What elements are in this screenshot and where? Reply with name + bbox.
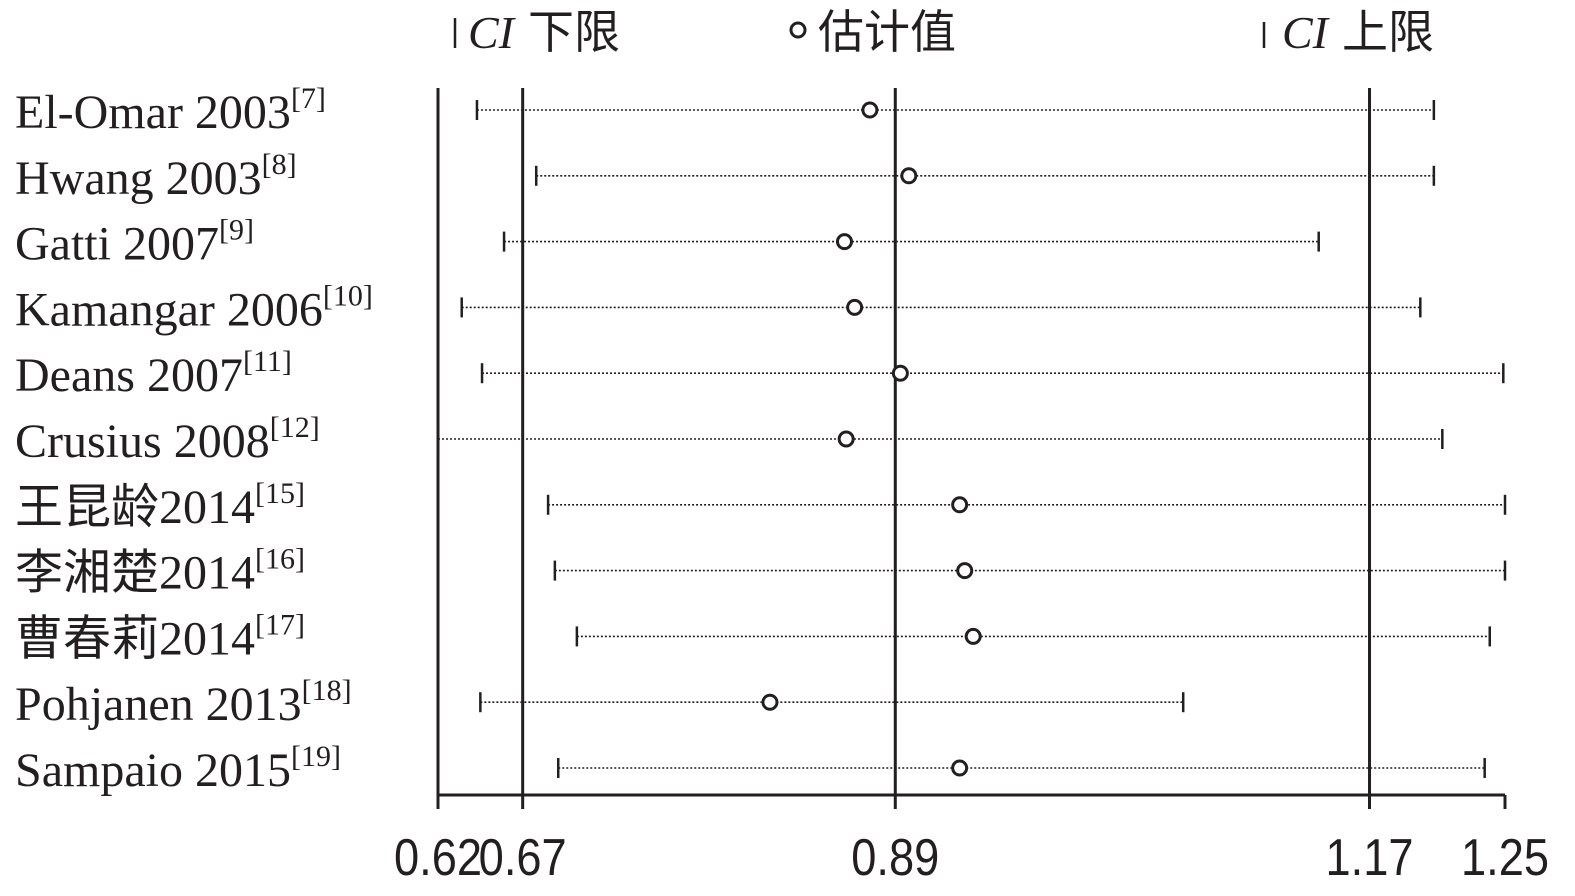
study-name: Sampaio 2015 [15, 744, 291, 797]
study-reference: [11] [243, 345, 292, 378]
study-row: Deans 2007[11] [15, 345, 1505, 402]
estimate-marker [956, 562, 974, 580]
study-rows: El-Omar 2003[7]Hwang 2003[8]Gatti 2007[9… [15, 82, 1507, 797]
study-name: El-Omar 2003 [15, 86, 291, 139]
x-tick-label-1: 0.67 [479, 829, 567, 887]
study-reference: [9] [219, 214, 254, 247]
study-reference: [10] [323, 279, 373, 312]
study-reference: [17] [255, 608, 305, 641]
study-row: Crusius 2008[12] [15, 411, 1444, 468]
estimate-marker [891, 364, 909, 382]
study-row: 李湘楚2014[16] [15, 543, 1507, 600]
study-name: Kamangar 2006 [15, 283, 323, 336]
estimate-marker [837, 430, 855, 448]
legend-ci-lower-text: 下限 [528, 7, 620, 58]
study-row: Hwang 2003[8] [15, 148, 1436, 205]
study-name: 曹春莉2014 [15, 612, 255, 665]
study-label: Kamangar 2006[10] [15, 279, 373, 336]
legend-ci-upper-text: 上限 [1342, 7, 1434, 58]
study-name: 李湘楚2014 [15, 547, 255, 600]
study-name: 王昆龄2014 [15, 481, 255, 534]
legend-ci-lower-italic: CI [468, 7, 517, 58]
study-name: Gatti 2007 [15, 218, 219, 271]
study-row: Pohjanen 2013[18] [15, 674, 1185, 731]
study-reference: [7] [291, 82, 326, 115]
study-row: Sampaio 2015[19] [15, 740, 1486, 797]
estimate-marker [964, 627, 982, 645]
study-row: 曹春莉2014[17] [15, 608, 1492, 665]
study-label: Crusius 2008[12] [15, 411, 320, 468]
study-reference: [18] [302, 674, 352, 707]
study-name: Hwang 2003 [15, 152, 262, 205]
study-label: El-Omar 2003[7] [15, 82, 326, 139]
study-label: Pohjanen 2013[18] [15, 674, 352, 731]
x-axis: 0.620.67 0.89 1.17 1.25 [394, 793, 1549, 887]
study-row: Gatti 2007[9] [15, 214, 1320, 271]
estimate-marker [846, 298, 864, 316]
estimate-marker [835, 233, 853, 251]
legend-estimate-marker [789, 21, 807, 39]
legend-ci-upper-label: CI 上限 [1282, 7, 1434, 58]
study-label: Gatti 2007[9] [15, 214, 254, 271]
study-row: Kamangar 2006[10] [15, 279, 1422, 336]
legend-estimate-label: 估计值 [818, 7, 956, 58]
study-name: Pohjanen 2013 [15, 678, 302, 731]
estimate-marker [951, 759, 969, 777]
study-reference: [16] [255, 543, 305, 576]
x-tick-label-2: 0.89 [851, 829, 939, 887]
study-row: 王昆龄2014[15] [15, 477, 1507, 534]
study-name: Crusius 2008 [15, 415, 270, 468]
study-reference: [19] [291, 740, 341, 773]
study-label: 李湘楚2014[16] [15, 543, 305, 600]
reference-lines [436, 88, 1372, 795]
study-label: 王昆龄2014[15] [15, 477, 305, 534]
study-name: Deans 2007 [15, 349, 243, 402]
study-label: Deans 2007[11] [15, 345, 292, 402]
estimate-marker [900, 167, 918, 185]
study-label: 曹春莉2014[17] [15, 608, 305, 665]
study-label: Sampaio 2015[19] [15, 740, 341, 797]
legend-ci-lower-label: CI 下限 [468, 7, 620, 58]
x-tick-label-3: 1.17 [1326, 829, 1414, 887]
legend: CI 下限 估计值 CI 上限 [453, 7, 1434, 58]
study-reference: [8] [262, 148, 297, 181]
study-reference: [12] [270, 411, 320, 444]
estimate-marker [761, 693, 779, 711]
study-label: Hwang 2003[8] [15, 148, 297, 205]
estimate-marker [861, 101, 879, 119]
study-reference: [15] [255, 477, 305, 510]
study-row: El-Omar 2003[7] [15, 82, 1436, 139]
x-tick-label-4: 1.25 [1461, 829, 1549, 887]
legend-ci-upper-italic: CI [1282, 7, 1331, 58]
x-tick-label-0: 0.62 [394, 829, 482, 887]
estimate-marker [951, 496, 969, 514]
